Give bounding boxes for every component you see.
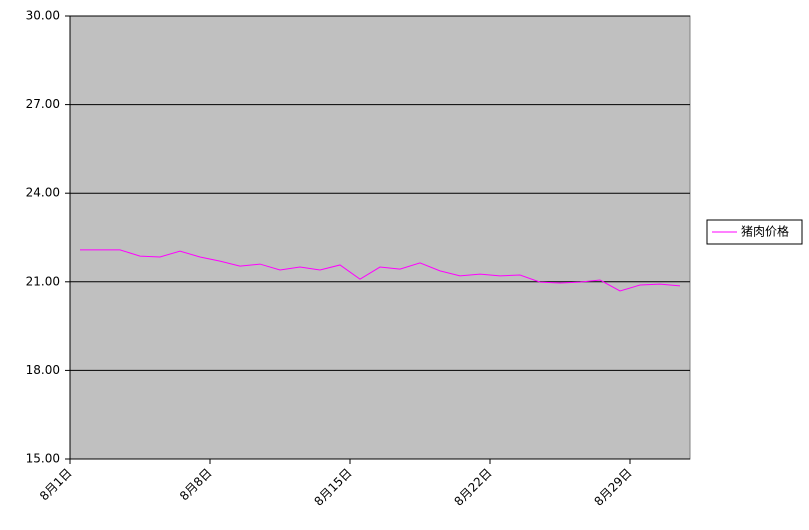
data-line xyxy=(80,249,681,292)
legend-label: 猪肉价格 xyxy=(741,224,789,239)
y-tick-label: 30.00 xyxy=(26,9,60,23)
y-tick-label: 18.00 xyxy=(26,363,60,377)
x-tick-label: 8月22日 xyxy=(452,466,495,509)
y-tick-label: 27.00 xyxy=(26,97,60,111)
y-tick-label: 24.00 xyxy=(26,186,60,200)
plot-area xyxy=(69,15,691,460)
x-tick-label: 8月29日 xyxy=(592,466,635,509)
x-tick-label: 8月8日 xyxy=(177,466,215,504)
x-tick-label: 8月15日 xyxy=(312,466,355,509)
y-tick-label: 15.00 xyxy=(26,452,60,466)
x-tick-label: 8月1日 xyxy=(37,466,75,504)
y-tick-label: 21.00 xyxy=(26,274,60,288)
